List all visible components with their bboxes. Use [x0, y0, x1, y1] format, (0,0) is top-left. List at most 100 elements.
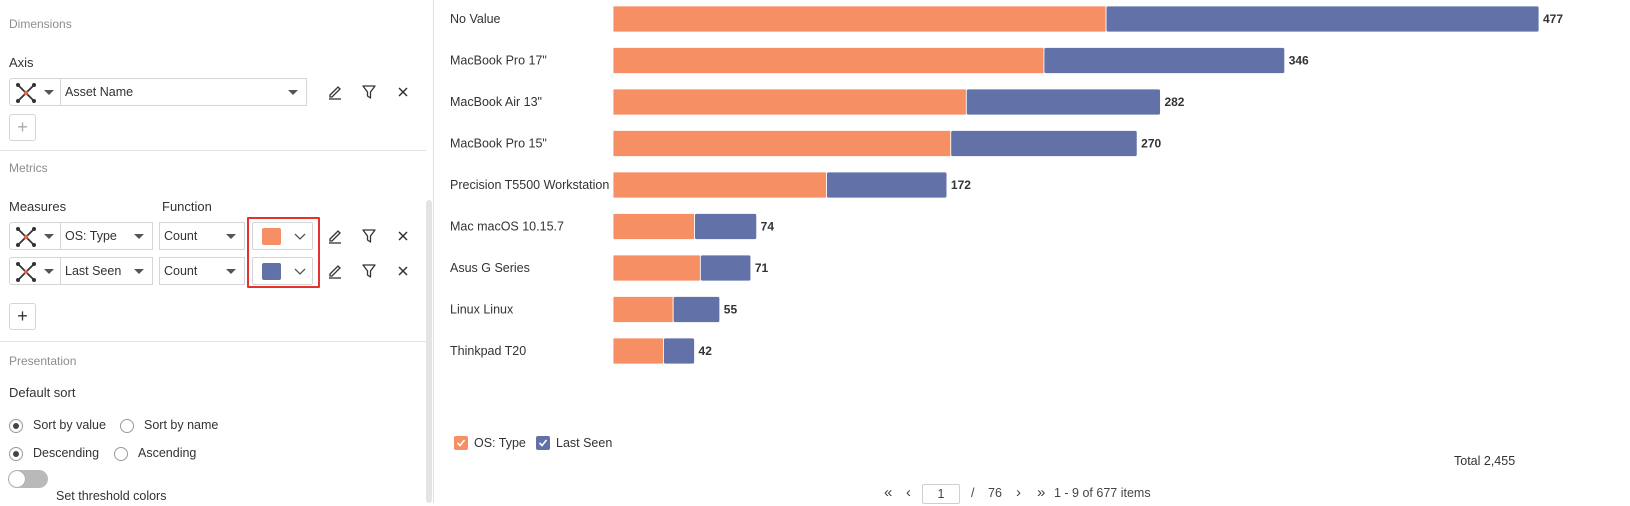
next-page-button[interactable]: ›: [1016, 484, 1021, 501]
legend-item-os-type[interactable]: OS: Type: [454, 436, 526, 450]
chevron-down-icon: [44, 90, 54, 95]
checkbox-checked-icon: [454, 436, 468, 450]
legend-item-last-seen[interactable]: Last Seen: [536, 436, 612, 450]
filter-measure-button[interactable]: [358, 260, 380, 282]
threshold-colors-label: Set threshold colors: [56, 489, 167, 503]
ascending-label: Ascending: [138, 446, 197, 460]
filter-axis-button[interactable]: [358, 81, 380, 103]
section-divider: [0, 341, 426, 342]
chevron-down-icon: [134, 269, 144, 274]
function-select[interactable]: Count: [159, 222, 245, 250]
measure-select[interactable]: Last Seen: [60, 257, 153, 285]
bar-segment[interactable]: [612, 130, 952, 157]
close-icon: [398, 231, 408, 241]
bar-segment[interactable]: [612, 171, 827, 199]
bar-segment[interactable]: [1043, 47, 1286, 74]
pagination: « ‹ 1 / 76 › » 1 - 9 of 677 items: [884, 484, 1204, 506]
drag-move-icon: [16, 262, 36, 282]
bar-segment[interactable]: [612, 337, 664, 365]
prev-page-button[interactable]: ‹: [906, 484, 911, 501]
ascending-radio[interactable]: [114, 447, 128, 461]
chevron-down-icon: [294, 233, 306, 240]
pagination-range: 1 - 9 of 677 items: [1054, 486, 1151, 500]
add-dimension-button[interactable]: +: [9, 114, 36, 141]
bar-segment[interactable]: [694, 213, 758, 240]
measure-value: Last Seen: [65, 264, 122, 278]
edit-measure-button[interactable]: [324, 225, 346, 247]
remove-axis-button[interactable]: [392, 81, 414, 103]
chevron-down-icon: [134, 234, 144, 239]
bar-segment[interactable]: [612, 88, 967, 116]
bar-segment[interactable]: [612, 47, 1045, 74]
legend-label: OS: Type: [474, 436, 526, 450]
remove-measure-button[interactable]: [392, 225, 414, 247]
first-page-button[interactable]: «: [884, 484, 893, 501]
page-number-input[interactable]: 1: [922, 484, 960, 504]
checkbox-checked-icon: [536, 436, 550, 450]
bar-segment[interactable]: [612, 254, 701, 282]
function-select[interactable]: Count: [159, 257, 245, 285]
series-color-picker[interactable]: [252, 257, 313, 285]
measure-select[interactable]: OS: Type: [60, 222, 153, 250]
chart-config-panel: Dimensions Axis Asset Name + Metrics Mea…: [0, 0, 434, 503]
chevron-down-icon: [44, 269, 54, 274]
remove-measure-button[interactable]: [392, 260, 414, 282]
sort-by-value-radio[interactable]: [9, 419, 23, 433]
bar-segment[interactable]: [950, 130, 1138, 157]
category-label: Thinkpad T20: [450, 344, 526, 358]
close-icon: [398, 266, 408, 276]
measure-drag-handle[interactable]: [9, 257, 61, 285]
funnel-icon: [362, 229, 376, 243]
color-swatch: [262, 263, 281, 280]
threshold-colors-toggle[interactable]: [8, 470, 48, 488]
filter-measure-button[interactable]: [358, 225, 380, 247]
bar-segment[interactable]: [699, 254, 752, 282]
panel-scrollbar[interactable]: [426, 200, 432, 503]
total-pages: 76: [988, 486, 1002, 500]
axis-label: Axis: [9, 55, 34, 70]
bar-total-label: 282: [1164, 95, 1184, 109]
axis-field-select[interactable]: Asset Name: [60, 78, 307, 106]
measure-drag-handle[interactable]: [9, 222, 61, 250]
last-page-button[interactable]: »: [1037, 484, 1046, 501]
descending-label: Descending: [33, 446, 100, 460]
default-sort-label: Default sort: [9, 385, 76, 400]
series-color-picker[interactable]: [252, 222, 313, 250]
sort-by-name-radio[interactable]: [120, 419, 134, 433]
edit-axis-button[interactable]: [324, 81, 346, 103]
axis-drag-handle[interactable]: [9, 78, 61, 106]
color-swatch: [262, 228, 281, 245]
bar-segment[interactable]: [612, 296, 674, 323]
bar-total-label: 74: [761, 220, 775, 234]
bar-total-label: 42: [699, 344, 713, 358]
funnel-icon: [362, 264, 376, 278]
bar-segment[interactable]: [965, 88, 1161, 116]
chevron-down-icon: [288, 90, 298, 95]
chevron-down-icon: [294, 268, 306, 275]
bar-segment[interactable]: [612, 213, 695, 240]
stacked-bar-chart: No Value 477 MacBook Pro 17" 346 MacBook Air…: [450, 5, 1563, 365]
bar-segment[interactable]: [1105, 5, 1540, 33]
bar-segment[interactable]: [826, 171, 948, 199]
add-measure-button[interactable]: +: [9, 303, 36, 330]
chevron-down-icon: [44, 234, 54, 239]
chart-area: No Value 477 MacBook Pro 17" 346 MacBook Air…: [434, 0, 1630, 503]
presentation-section-title: Presentation: [9, 354, 77, 368]
category-label: Precision T5500 Workstation: [450, 178, 609, 192]
category-label: Linux Linux: [450, 303, 514, 317]
bar-segment[interactable]: [612, 5, 1107, 33]
bar-total-label: 71: [755, 261, 769, 275]
chevron-down-icon: [226, 269, 236, 274]
bar-total-label: 270: [1141, 137, 1161, 151]
bar-segment[interactable]: [672, 296, 721, 323]
category-label: Mac macOS 10.15.7: [450, 220, 564, 234]
panel-border: [433, 0, 434, 503]
category-label: MacBook Pro 15": [450, 137, 547, 151]
sort-by-name-label: Sort by name: [144, 418, 219, 432]
pencil-icon: [329, 86, 341, 100]
edit-measure-button[interactable]: [324, 260, 346, 282]
bar-segment[interactable]: [663, 337, 695, 365]
descending-radio[interactable]: [9, 447, 23, 461]
close-icon: [398, 87, 408, 97]
bar-total-label: 55: [724, 303, 738, 317]
